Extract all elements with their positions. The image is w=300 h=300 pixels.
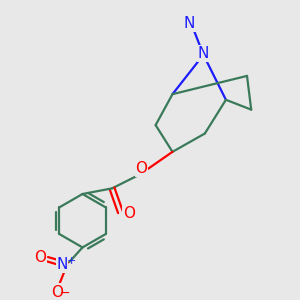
Text: −: − (60, 287, 70, 300)
Text: O: O (123, 206, 135, 221)
Text: O: O (34, 250, 46, 265)
Text: +: + (67, 256, 76, 266)
Text: N: N (184, 16, 195, 31)
Text: N: N (198, 46, 209, 61)
Text: O: O (136, 161, 148, 176)
Text: O: O (51, 286, 63, 300)
Text: N: N (56, 257, 68, 272)
